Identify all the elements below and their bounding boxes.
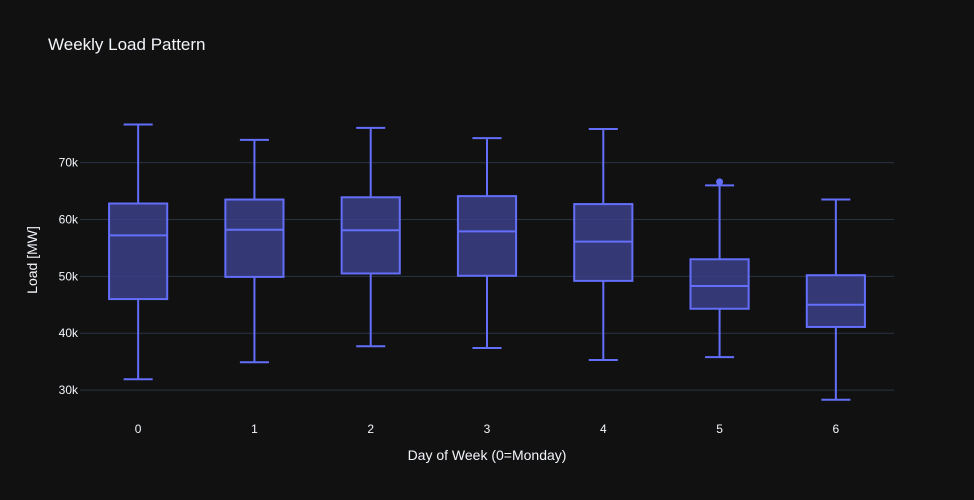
box-day-3 (456, 137, 518, 349)
box-day-6 (805, 198, 866, 401)
x-axis-title: Day of Week (0=Monday) (408, 447, 567, 463)
x-tick-label: 2 (367, 422, 374, 436)
x-tick-labels: 0 1 2 3 4 5 6 (135, 422, 840, 436)
iqr-box (805, 274, 866, 328)
iqr-box (689, 258, 750, 310)
box-day-4 (573, 128, 634, 361)
x-tick-label: 5 (716, 422, 723, 436)
box-plots (108, 123, 866, 401)
y-tick-label: 40k (59, 326, 79, 340)
y-tick-label: 70k (59, 156, 79, 170)
x-tick-label: 4 (600, 422, 607, 436)
box-day-2 (340, 126, 401, 348)
y-tick-label: 60k (59, 212, 79, 226)
y-tick-labels: 30k 40k 50k 60k 70k (59, 156, 79, 398)
box-day-0 (108, 123, 169, 381)
y-axis-title: Load [MW] (24, 226, 40, 294)
outlier-point (716, 178, 724, 186)
iqr-box (224, 198, 285, 278)
x-tick-label: 0 (135, 422, 142, 436)
iqr-box (456, 195, 518, 277)
box-day-1 (224, 138, 285, 364)
chart-title: Weekly Load Pattern (48, 35, 206, 54)
y-tick-label: 30k (59, 383, 79, 397)
x-tick-label: 1 (251, 422, 258, 436)
y-tick-label: 50k (59, 269, 79, 283)
iqr-box (108, 202, 169, 301)
x-tick-label: 3 (484, 422, 491, 436)
box-day-5 (689, 178, 750, 359)
x-tick-label: 6 (833, 422, 840, 436)
iqr-box (340, 196, 401, 275)
